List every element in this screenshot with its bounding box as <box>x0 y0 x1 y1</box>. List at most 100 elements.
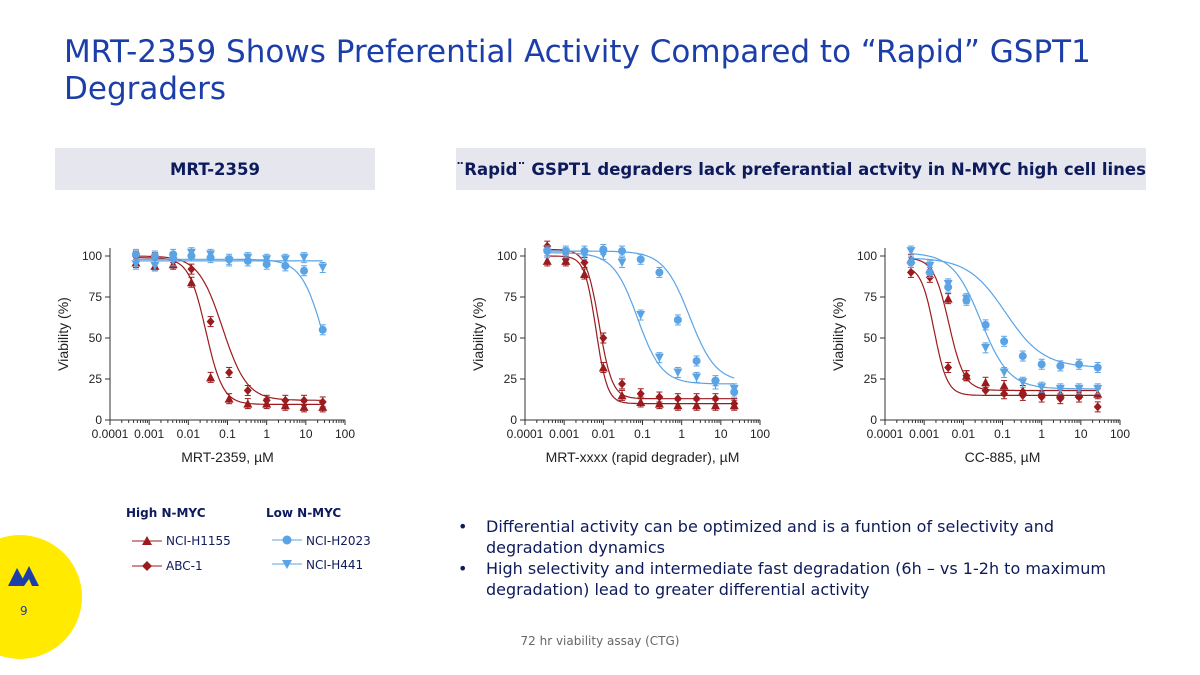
chart-cc-885: 0 25 50 75 100 0.0001 0.001 0.01 0.1 1 10 100 CC-885… <box>830 245 1130 465</box>
y-axis-title: Viability (%) <box>470 297 486 371</box>
data-point-nci-h441 <box>906 247 916 256</box>
data-point-nci-h1155 <box>299 402 309 411</box>
data-point-abc-1 <box>599 333 608 343</box>
data-point-nci-h1155 <box>673 400 683 410</box>
data-point-nci-h441 <box>262 255 272 264</box>
chart-mrt-xxxx: 0 25 50 75 100 0.0001 0.001 0.01 0.1 1 10 100 MRT-xx… <box>470 240 770 465</box>
bullet-text: Differential activity can be optimized a… <box>486 517 1054 557</box>
data-point-nci-h441 <box>579 250 589 259</box>
y-tick-label: 25 <box>864 372 878 386</box>
data-point-nci-h2023 <box>300 266 309 275</box>
data-point-abc-1 <box>318 397 327 407</box>
data-point-nci-h2023 <box>692 356 701 365</box>
x-tick-label: 0.01 <box>592 427 616 441</box>
x-tick-label: 0.01 <box>952 427 976 441</box>
bullet-dot: • <box>458 517 468 536</box>
x-tick-label: 1 <box>678 427 685 441</box>
data-point-nci-h441 <box>206 250 216 259</box>
data-point-nci-h1155 <box>710 400 720 410</box>
data-point-nci-h2023 <box>1037 360 1046 369</box>
data-point-nci-h1155 <box>981 377 991 387</box>
x-tick-label: 100 <box>1110 427 1130 441</box>
data-point-nci-h441 <box>961 294 971 304</box>
fit-curve-abc-1 <box>136 255 323 401</box>
y-tick-label: 75 <box>504 290 518 304</box>
legend-item-nci-h2023: NCI-H2023 <box>306 534 371 548</box>
data-point-nci-h1155 <box>243 399 253 408</box>
data-point-nci-h2023 <box>1000 337 1009 346</box>
y-tick-label: 25 <box>89 372 103 386</box>
data-point-nci-h441 <box>692 373 702 382</box>
data-point-abc-1 <box>262 395 271 405</box>
data-point-abc-1 <box>1037 392 1046 402</box>
x-tick-label: 0.001 <box>549 427 579 441</box>
y-axis-title: Viability (%) <box>55 297 71 371</box>
y-tick-label: 0 <box>510 413 517 427</box>
y-tick-label: 75 <box>864 290 878 304</box>
data-point-nci-h441 <box>186 248 196 258</box>
y-tick-label: 50 <box>89 331 103 345</box>
data-point-abc-1 <box>1056 394 1065 404</box>
data-point-nci-h441 <box>542 248 552 258</box>
x-tick-label: 100 <box>335 427 355 441</box>
data-point-abc-1 <box>655 392 664 402</box>
data-point-nci-h441 <box>943 279 953 289</box>
data-point-nci-h1155 <box>598 363 608 372</box>
data-point-abc-1 <box>944 363 953 373</box>
data-point-nci-h441 <box>299 253 309 263</box>
data-point-nci-h441 <box>636 311 646 320</box>
data-point-nci-h1155 <box>654 399 664 408</box>
legend-diamond-icon <box>132 561 162 571</box>
legend-item-nci-h441: NCI-H441 <box>306 558 364 572</box>
x-axis-title: MRT-2359, µM <box>181 449 274 465</box>
y-tick-label: 50 <box>864 331 878 345</box>
x-tick-label: 10 <box>1074 427 1088 441</box>
data-point-nci-h2023 <box>636 255 645 264</box>
bullet-dot: • <box>458 559 468 578</box>
x-tick-label: 10 <box>714 427 728 441</box>
data-point-nci-h2023 <box>131 250 140 259</box>
data-point-nci-h1155 <box>186 277 196 287</box>
data-point-abc-1 <box>580 258 589 268</box>
x-tick-label: 0.1 <box>219 427 236 441</box>
data-point-nci-h1155 <box>636 397 646 406</box>
data-point-nci-h2023 <box>150 252 159 260</box>
bullet-list: • Differential activity can be optimized… <box>458 516 1148 600</box>
legend-low-title: Low N-MYC <box>266 506 342 520</box>
data-point-nci-h441 <box>1093 384 1103 394</box>
bullet-item: • Differential activity can be optimized… <box>458 516 1148 558</box>
x-tick-label: 0.001 <box>909 427 939 441</box>
data-point-nci-h441 <box>710 379 720 389</box>
y-tick-label: 0 <box>95 413 102 427</box>
fit-curve-nci-h2023 <box>911 257 1098 368</box>
data-point-nci-h2023 <box>1018 352 1027 361</box>
page-number: 9 <box>20 604 28 618</box>
y-tick-label: 0 <box>870 413 877 427</box>
data-point-nci-h441 <box>673 368 683 377</box>
data-point-nci-h441 <box>280 255 290 264</box>
data-point-nci-h1155 <box>206 372 216 382</box>
x-tick-label: 10 <box>299 427 313 441</box>
data-point-nci-h441 <box>999 368 1009 377</box>
data-point-nci-h2023 <box>906 258 915 267</box>
data-point-nci-h2023 <box>655 268 664 277</box>
data-point-abc-1 <box>225 367 234 377</box>
fit-curve-nci-h1155 <box>136 257 323 405</box>
data-point-nci-h1155 <box>579 269 589 279</box>
y-tick-label: 100 <box>497 249 517 263</box>
data-point-nci-h2023 <box>1056 361 1065 370</box>
y-tick-label: 100 <box>82 249 102 263</box>
data-point-abc-1 <box>1075 392 1084 402</box>
x-tick-label: 0.001 <box>134 427 164 441</box>
data-point-nci-h1155 <box>692 400 702 410</box>
data-point-nci-h441 <box>224 256 234 266</box>
y-axis-title: Viability (%) <box>830 297 846 371</box>
data-point-nci-h441 <box>1055 384 1065 394</box>
legend-item-nci-h1155: NCI-H1155 <box>166 534 231 548</box>
data-point-abc-1 <box>730 399 739 409</box>
fit-curve-nci-h2023 <box>136 258 324 334</box>
data-point-nci-h1155 <box>224 394 234 403</box>
data-point-abc-1 <box>636 389 645 399</box>
fit-curve-nci-h441 <box>547 252 735 385</box>
data-point-nci-h441 <box>1018 378 1028 387</box>
